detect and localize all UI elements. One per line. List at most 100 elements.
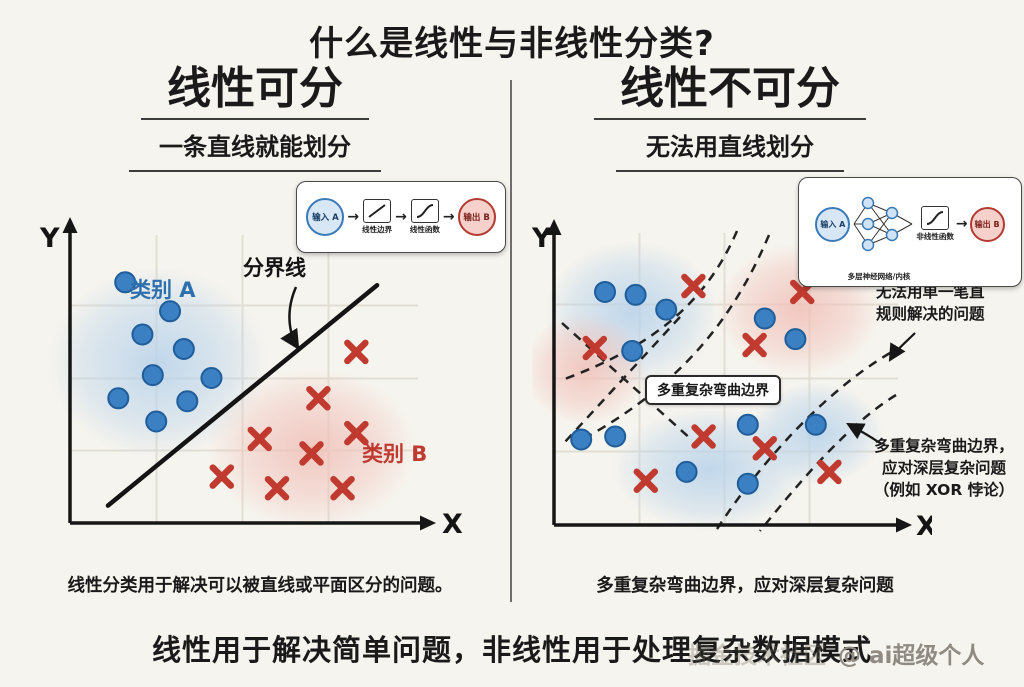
x-point [582, 335, 608, 361]
input-node: 输入 A [306, 198, 345, 236]
linear-function-step: 线性函数 [410, 199, 440, 235]
linear-pipeline-inset: 输入 A → 线性边界 → 线性函数 → 输出 B [296, 181, 506, 253]
x-axis-label: X [916, 511, 932, 542]
circle-point [675, 460, 698, 483]
x-point [344, 339, 369, 365]
axes [68, 231, 422, 525]
circle-point [604, 425, 627, 448]
data-points [105, 271, 380, 508]
left-subheading: 一条直线就能划分 [129, 127, 381, 173]
x-axis-label: X [442, 509, 463, 540]
boundary-line-label: 分界线 [243, 256, 306, 280]
decision-boundary-line [105, 282, 380, 508]
right-heading: 线性不可分 [594, 64, 866, 121]
nonlinear-function-step: 非线性函数 [916, 206, 954, 242]
left-heading: 线性可分 [141, 64, 369, 121]
watermark-community: 掘金技术社区 [688, 643, 826, 669]
right-panel-header: 线性不可分 无法用直线划分 [515, 64, 945, 173]
input-node-label: 输入 A [820, 219, 846, 229]
circle-point [141, 364, 164, 387]
arrow-right-icon: → [395, 209, 407, 225]
y-axis-label: Y [532, 223, 552, 254]
watermark: 掘金技术社区 @ ai超级个人 [688, 636, 984, 670]
circle-point [172, 338, 195, 360]
right-subheading: 无法用直线划分 [616, 127, 844, 173]
sigmoid-icon [921, 206, 950, 230]
class-a-label: 类别 A [130, 278, 196, 302]
axes [552, 233, 898, 527]
nonlinear-pipeline-inset: 输入 A 非线性函数 → 输出 B 多层神经网络/内核 [798, 177, 1022, 287]
linear-function-caption: 线性函数 [409, 225, 440, 234]
circle-point [621, 339, 644, 362]
x-point [752, 436, 778, 461]
circle-point [655, 298, 678, 321]
y-axis-arrowhead [62, 217, 78, 233]
left-caption: 线性分类用于解决可以被直线或平面区分的问题。 [67, 576, 453, 596]
sigmoid-icon [410, 199, 439, 223]
boundary-pointer-arrow [280, 286, 300, 351]
x-point [247, 426, 272, 452]
footer-summary: 线性用于解决简单问题，非线性用于处理复杂数据模式 [151, 633, 872, 667]
circle-point [570, 428, 593, 451]
circle-point [736, 413, 759, 436]
x-point [209, 464, 235, 489]
output-node-label: 输出 B [463, 213, 490, 223]
circle-point [107, 387, 130, 410]
x-point [742, 332, 767, 358]
linear-boundary-step: 线性边界 [362, 199, 392, 235]
nonlinear-scatter-plot: Y X [532, 219, 932, 542]
x-point [306, 386, 331, 411]
x-point [817, 459, 842, 485]
circle-point [594, 280, 616, 303]
right-caption: 多重复杂弯曲边界，应对深层复杂问题 [596, 576, 894, 596]
neural-network-icon [853, 196, 913, 252]
watermark-author: @ ai超级个人 [838, 643, 985, 669]
output-node: 输出 B [457, 198, 496, 236]
x-point [264, 475, 290, 501]
x-axis-arrowhead [896, 517, 912, 533]
arrow-right-icon: → [955, 216, 968, 232]
circle-point [784, 328, 807, 351]
output-node: 输出 B [969, 206, 1005, 242]
linear-boundary-icon [363, 199, 392, 223]
page-title: 什么是线性与非线性分类? [309, 24, 715, 64]
curved-decision-boundaries [561, 230, 897, 532]
x-axis-arrowhead [420, 515, 436, 531]
linear-scatter-plot: Y X [39, 217, 463, 540]
network-caption: 多层神经网络/内核 [847, 272, 911, 281]
x-point [299, 441, 324, 466]
nonlinear-function-caption: 非线性函数 [916, 232, 954, 241]
output-node-label: 输出 B [974, 219, 1000, 229]
circle-point [114, 271, 137, 294]
panel-divider [510, 80, 512, 602]
circle-point [159, 300, 182, 323]
input-node: 输入 A [815, 206, 851, 242]
annotation-straight-rule: 无法用单一笔直 规则解决的问题 [876, 283, 985, 324]
x-point [330, 475, 355, 501]
circle-point [176, 390, 199, 413]
input-node-label: 输入 A [312, 213, 339, 223]
curved-boundary-label: 多重复杂弯曲边界 [645, 375, 781, 405]
circle-point [200, 367, 223, 389]
x-point [633, 468, 659, 493]
arrow-right-icon: → [347, 209, 360, 225]
x-point [691, 424, 716, 449]
arrow-right-icon: → [442, 209, 455, 225]
x-point [681, 273, 706, 299]
y-axis-arrowhead [546, 219, 562, 235]
circle-point [145, 410, 168, 433]
class-b-label: 类别 B [362, 442, 428, 466]
x-point [344, 420, 369, 446]
annotation-xor: 多重复杂弯曲边界， 应对深层复杂问题 （例如 XOR 悖论） [873, 437, 1015, 499]
circle-point [753, 307, 776, 330]
circle-point [804, 413, 827, 436]
linear-boundary-caption: 线性边界 [362, 225, 393, 234]
data-points [570, 273, 842, 495]
left-panel-header: 线性可分 一条直线就能划分 [15, 64, 495, 173]
circle-point [736, 472, 759, 495]
circle-point [624, 283, 647, 306]
y-axis-label: Y [39, 223, 60, 254]
circle-point [131, 323, 154, 346]
annotation-top-arrow [888, 332, 916, 362]
